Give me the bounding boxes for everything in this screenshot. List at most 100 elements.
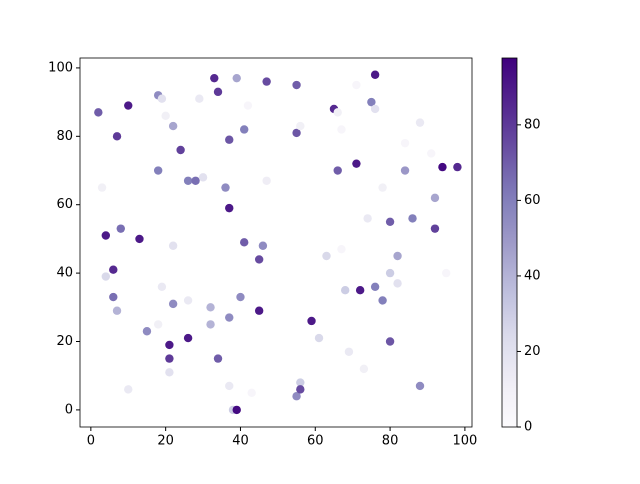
point bbox=[378, 183, 387, 192]
point bbox=[400, 138, 410, 148]
colorbar-tick-label: 80 bbox=[524, 117, 541, 132]
point bbox=[183, 333, 193, 343]
point bbox=[191, 176, 200, 185]
x-tick-label: 100 bbox=[452, 434, 477, 449]
y-tick-label: 60 bbox=[56, 197, 73, 212]
point bbox=[168, 299, 178, 309]
point bbox=[213, 87, 223, 97]
point bbox=[157, 94, 167, 103]
point bbox=[438, 162, 447, 172]
point bbox=[441, 268, 451, 278]
point bbox=[359, 364, 369, 374]
point bbox=[344, 347, 354, 356]
colorbar-tick-label: 40 bbox=[524, 268, 541, 283]
point bbox=[352, 159, 361, 168]
x-tick-label: 80 bbox=[382, 434, 399, 449]
y-tick-label: 20 bbox=[56, 334, 73, 349]
point bbox=[296, 385, 305, 394]
point bbox=[296, 121, 305, 131]
point bbox=[97, 183, 107, 192]
point bbox=[109, 265, 118, 274]
point bbox=[243, 101, 253, 110]
point bbox=[337, 244, 346, 254]
point bbox=[168, 121, 178, 131]
point bbox=[393, 279, 402, 288]
point bbox=[307, 316, 316, 326]
point bbox=[225, 203, 234, 213]
point bbox=[165, 340, 174, 350]
point bbox=[161, 111, 170, 120]
point bbox=[153, 166, 163, 175]
point bbox=[254, 306, 264, 315]
point bbox=[415, 381, 425, 391]
point bbox=[363, 214, 372, 223]
point bbox=[385, 337, 395, 346]
point bbox=[124, 101, 133, 110]
point bbox=[415, 118, 425, 127]
point bbox=[337, 125, 346, 134]
point bbox=[232, 73, 241, 83]
point bbox=[183, 176, 193, 185]
point bbox=[165, 354, 174, 363]
point bbox=[333, 166, 342, 175]
colorbar-tick-label: 20 bbox=[524, 344, 541, 359]
point bbox=[116, 224, 125, 233]
point bbox=[385, 217, 395, 227]
point bbox=[393, 251, 402, 261]
x-tick-label: 40 bbox=[232, 434, 249, 449]
x-tick-label: 20 bbox=[157, 434, 174, 449]
y-tick-label: 40 bbox=[56, 266, 73, 281]
point bbox=[367, 97, 376, 107]
point bbox=[453, 162, 462, 172]
point bbox=[292, 392, 301, 401]
point bbox=[430, 224, 440, 233]
colorbar bbox=[501, 57, 518, 428]
y-tick-label: 100 bbox=[48, 60, 73, 75]
x-tick-label: 0 bbox=[87, 434, 95, 449]
point bbox=[314, 333, 324, 343]
point bbox=[157, 282, 167, 291]
point bbox=[333, 108, 342, 117]
point bbox=[262, 176, 271, 185]
point bbox=[225, 381, 234, 391]
point bbox=[142, 327, 152, 336]
point bbox=[135, 234, 144, 244]
point bbox=[430, 193, 440, 203]
point bbox=[340, 286, 350, 295]
point bbox=[94, 108, 103, 117]
point bbox=[385, 268, 395, 278]
point bbox=[254, 255, 264, 264]
plot-frame bbox=[79, 57, 473, 428]
point bbox=[370, 282, 380, 291]
point bbox=[296, 378, 305, 387]
point bbox=[370, 104, 380, 114]
point bbox=[198, 173, 208, 182]
point bbox=[225, 313, 234, 322]
colorbar-tick-label: 0 bbox=[524, 420, 532, 435]
point bbox=[236, 292, 245, 302]
point bbox=[258, 241, 268, 250]
point bbox=[378, 296, 387, 305]
point bbox=[240, 238, 249, 247]
point bbox=[292, 80, 301, 90]
point bbox=[355, 286, 365, 295]
point bbox=[206, 320, 215, 329]
point bbox=[206, 303, 215, 312]
point bbox=[262, 77, 271, 86]
point bbox=[232, 405, 241, 415]
point bbox=[112, 306, 122, 315]
y-tick-label: 0 bbox=[65, 402, 73, 417]
point bbox=[210, 73, 219, 83]
colorbar-tick-label: 60 bbox=[524, 193, 541, 208]
point bbox=[213, 354, 223, 363]
point bbox=[400, 166, 410, 175]
point bbox=[408, 214, 417, 223]
point bbox=[124, 385, 133, 394]
x-tick-label: 60 bbox=[307, 434, 324, 449]
point bbox=[292, 128, 301, 138]
point bbox=[370, 70, 380, 79]
point bbox=[221, 183, 230, 192]
point bbox=[112, 132, 122, 141]
point bbox=[168, 241, 178, 250]
